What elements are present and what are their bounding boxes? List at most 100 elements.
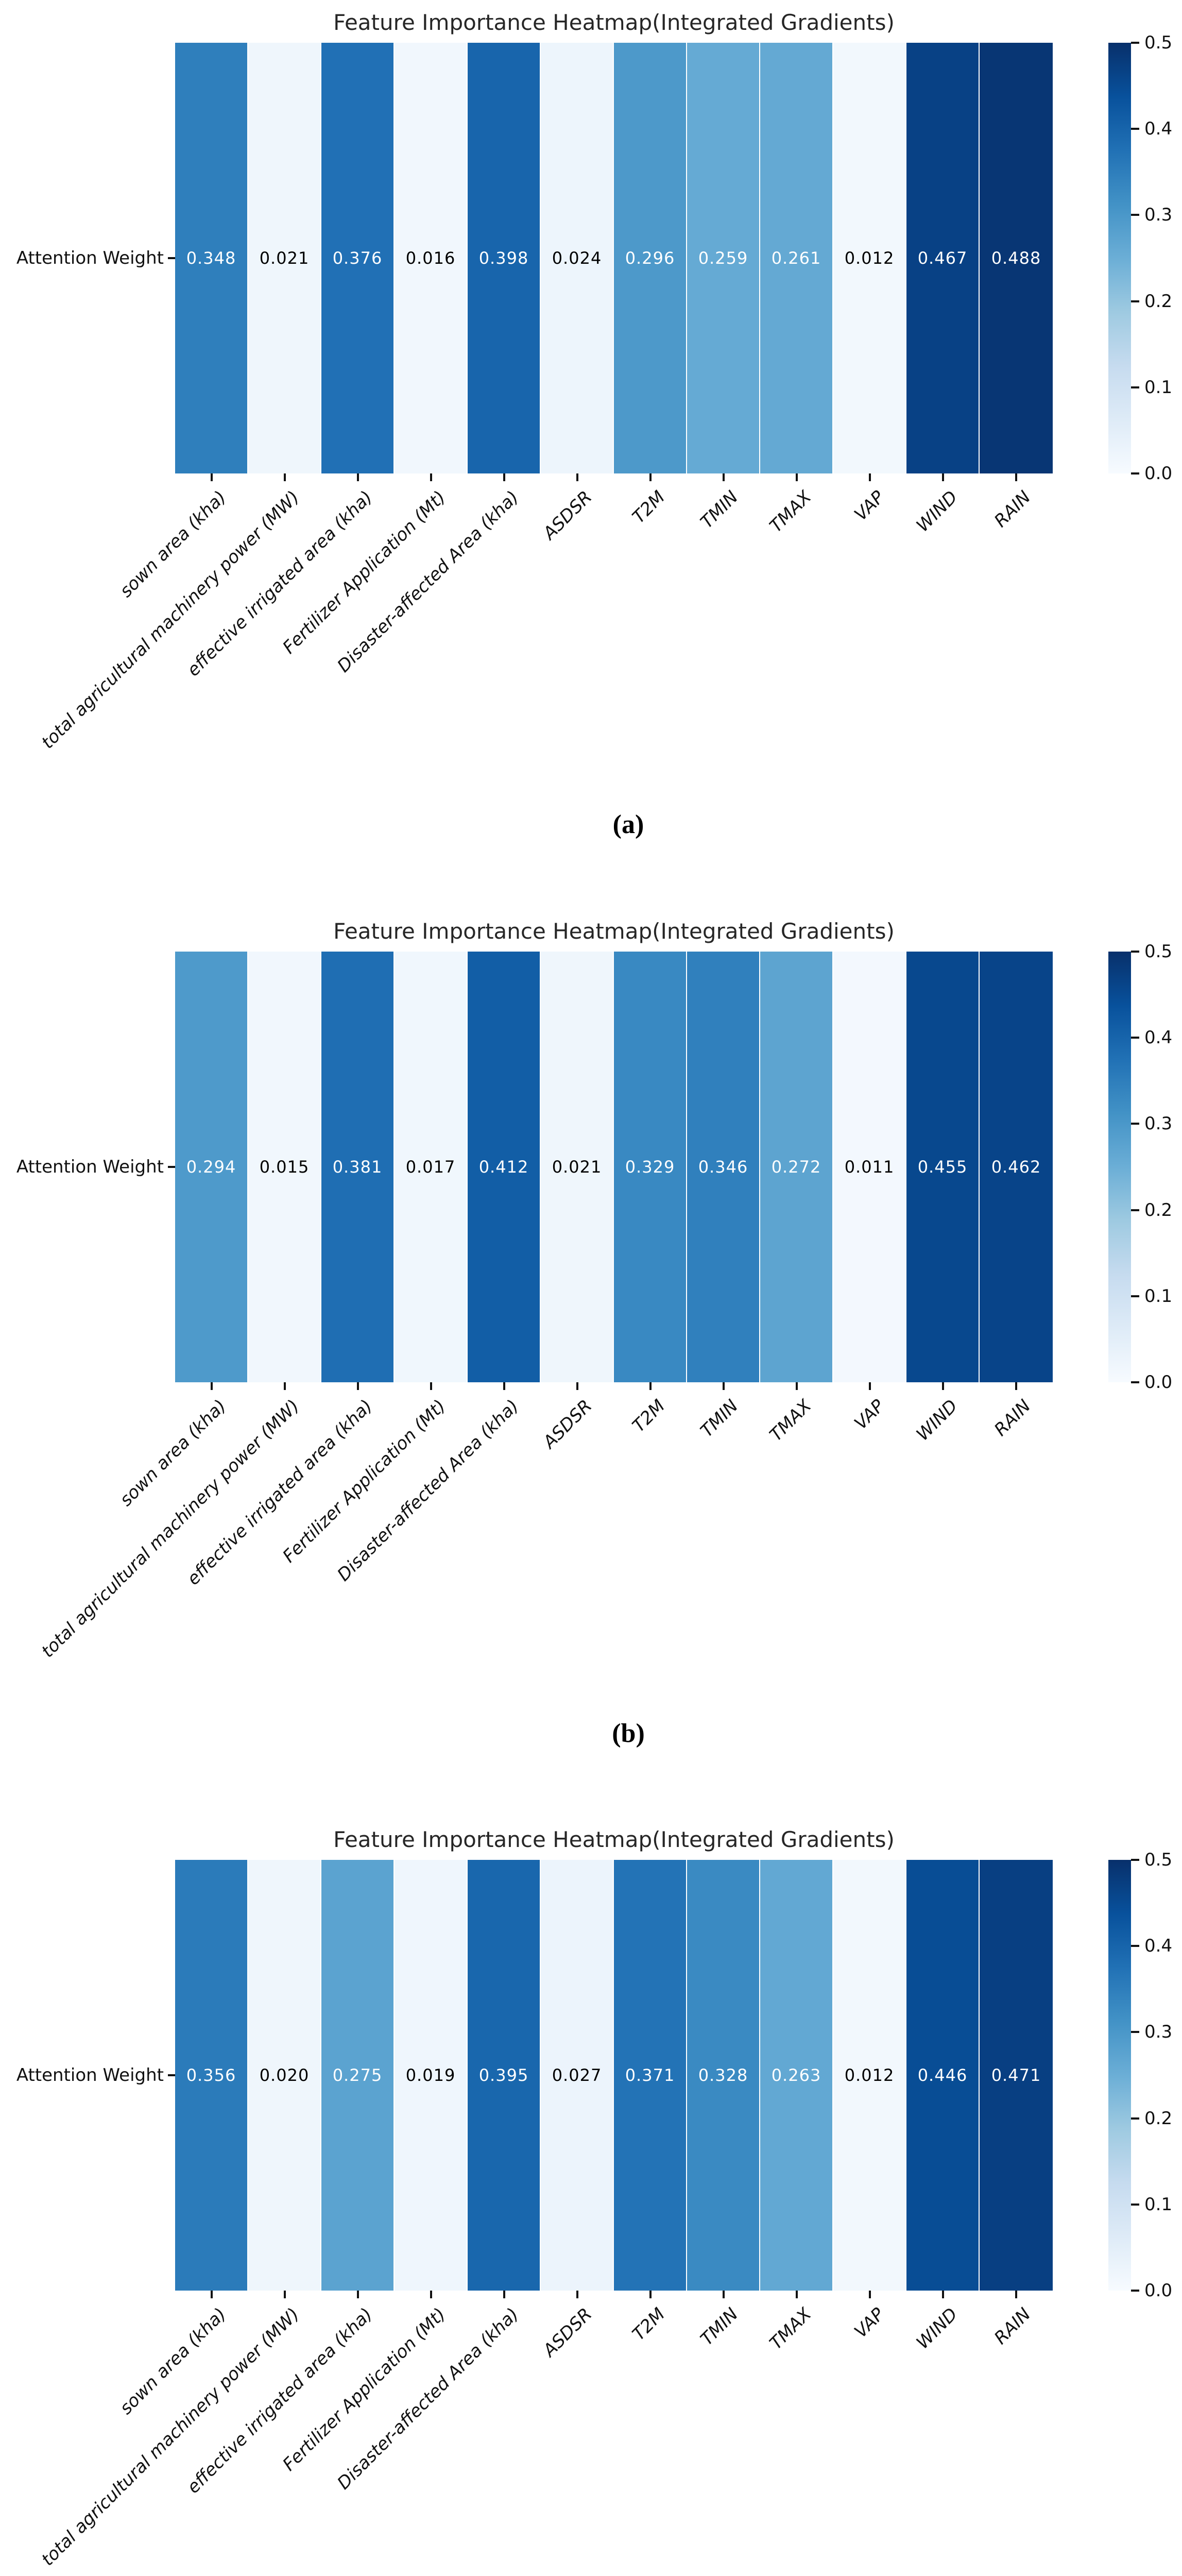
colorbar-tick-mark	[1131, 42, 1139, 44]
heatmap-cell: 0.376	[321, 43, 395, 473]
x-tick-label: T2M	[628, 1396, 670, 1437]
heatmap-cell-value: 0.259	[698, 248, 748, 268]
heatmap-cell: 0.348	[175, 43, 248, 473]
heatmap-cell-value: 0.376	[332, 248, 383, 268]
heatmap-cell-value: 0.021	[552, 1157, 602, 1177]
heatmap-cell: 0.261	[760, 43, 833, 473]
y-axis-tick-label: Attention Weight	[16, 1157, 164, 1177]
colorbar-tick-label: 0.2	[1144, 2108, 1173, 2129]
colorbar-tick-mark	[1131, 2203, 1139, 2206]
heatmap-cell: 0.017	[395, 952, 468, 1382]
panel-c: Feature Importance Heatmap(Integrated Gr…	[0, 1817, 1182, 2576]
heatmap-cell: 0.011	[833, 952, 906, 1382]
colorbar-tick-mark	[1131, 472, 1139, 474]
x-tick-mark	[576, 473, 578, 481]
heatmap-cell-value: 0.015	[259, 1157, 310, 1177]
heatmap-cell: 0.021	[541, 952, 614, 1382]
heatmap-cell: 0.259	[687, 43, 760, 473]
x-tick-mark	[211, 473, 213, 481]
colorbar-tick-label: 0.3	[1144, 1113, 1173, 1134]
x-tick-label: RAIN	[990, 487, 1035, 532]
x-tick-label: VAP	[850, 1396, 889, 1434]
x-tick-label: T2M	[628, 487, 670, 528]
x-tick-label: TMIN	[696, 487, 743, 533]
x-tick-mark	[211, 2291, 213, 2298]
colorbar-tick-label: 0.5	[1144, 1850, 1173, 1870]
heatmap-cell: 0.467	[906, 43, 980, 473]
x-tick-mark	[576, 1382, 578, 1390]
heatmap-grid: 0.294 0.015 0.381 0.017 0.412 0.021 0.329 0.346…	[175, 952, 1053, 1382]
colorbar-tick-mark	[1131, 2031, 1139, 2033]
x-tick-label: total agricultural machinery power (MW)	[37, 487, 304, 753]
x-tick-label: TMAX	[765, 2304, 816, 2354]
heatmap-cell-value: 0.356	[186, 2065, 236, 2085]
heatmap-cell-value: 0.467	[917, 248, 968, 268]
heatmap-cell: 0.296	[614, 43, 687, 473]
colorbar-tick-label: 0.4	[1144, 1027, 1173, 1048]
x-tick-mark	[430, 1382, 432, 1390]
heatmap-cell-value: 0.012	[844, 248, 895, 268]
heatmap-cell: 0.263	[760, 1860, 833, 2291]
x-tick-mark	[942, 473, 944, 481]
colorbar-tick-mark	[1131, 2117, 1139, 2120]
colorbar-tick-mark	[1131, 214, 1139, 216]
x-tick-label: total agricultural machinery power (MW)	[37, 2304, 304, 2570]
colorbar-tick-mark	[1131, 1859, 1139, 1861]
colorbar-tick-label: 0.2	[1144, 1199, 1173, 1221]
heatmap-cell: 0.024	[541, 43, 614, 473]
heatmap-cell: 0.016	[395, 43, 468, 473]
heatmap-cell: 0.455	[906, 952, 980, 1382]
x-tick-mark	[430, 2291, 432, 2298]
x-tick-mark	[430, 473, 432, 481]
x-tick-mark	[723, 1382, 725, 1390]
x-tick-mark	[503, 2291, 505, 2298]
x-tick-label: WIND	[912, 487, 962, 536]
heatmap-cell-value: 0.328	[698, 2065, 748, 2085]
x-tick-label: VAP	[850, 2304, 889, 2343]
x-tick-mark	[1015, 2291, 1017, 2298]
colorbar-tick-mark	[1131, 1945, 1139, 1947]
colorbar-tick-label: 0.2	[1144, 291, 1173, 312]
heatmap-cell-value: 0.462	[991, 1157, 1041, 1177]
colorbar-tick-label: 0.0	[1144, 2280, 1173, 2301]
heatmap-cell-value: 0.455	[917, 1157, 968, 1177]
heatmap-cell-value: 0.296	[625, 248, 675, 268]
heatmap-cell-value: 0.488	[991, 248, 1041, 268]
x-tick-mark	[869, 1382, 871, 1390]
colorbar-tick-mark	[1131, 951, 1139, 953]
heatmap-cell: 0.275	[321, 1860, 395, 2291]
x-tick-mark	[211, 1382, 213, 1390]
x-tick-mark	[796, 473, 798, 481]
colorbar-tick-label: 0.5	[1144, 32, 1173, 53]
x-tick-mark	[1015, 473, 1017, 481]
colorbar-tick-label: 0.4	[1144, 1936, 1173, 1957]
heatmap-cell: 0.012	[833, 43, 906, 473]
x-tick-mark	[649, 473, 652, 481]
x-tick-mark	[649, 2291, 652, 2298]
heatmap-cell: 0.356	[175, 1860, 248, 2291]
x-tick-label: TMAX	[765, 487, 816, 537]
heatmap-cell: 0.015	[248, 952, 321, 1382]
heatmap-cell-value: 0.027	[552, 2065, 602, 2085]
heatmap-cell-value: 0.294	[186, 1157, 236, 1177]
colorbar-tick-mark	[1131, 128, 1139, 130]
y-tick-mark	[168, 2074, 175, 2076]
x-tick-label: TMIN	[696, 1396, 743, 1442]
x-tick-label: ASDSR	[539, 487, 596, 544]
chart-title: Feature Importance Heatmap(Integrated Gr…	[333, 10, 895, 35]
y-tick-mark	[168, 1166, 175, 1168]
heatmap-cell-value: 0.371	[625, 2065, 675, 2085]
x-tick-mark	[869, 2291, 871, 2298]
colorbar-tick-label: 0.1	[1144, 377, 1173, 398]
heatmap-cell-value: 0.272	[771, 1157, 821, 1177]
heatmap-cell: 0.488	[980, 43, 1053, 473]
colorbar-tick-label: 0.0	[1144, 1372, 1173, 1393]
heatmap-cell-value: 0.395	[478, 2065, 529, 2085]
x-tick-label: T2M	[628, 2304, 670, 2345]
colorbar-tick-mark	[1131, 1209, 1139, 1211]
heatmap-cell-value: 0.016	[405, 248, 456, 268]
x-tick-label: VAP	[850, 487, 889, 526]
heatmap-cell-value: 0.412	[478, 1157, 529, 1177]
x-tick-label: WIND	[912, 1396, 962, 1445]
